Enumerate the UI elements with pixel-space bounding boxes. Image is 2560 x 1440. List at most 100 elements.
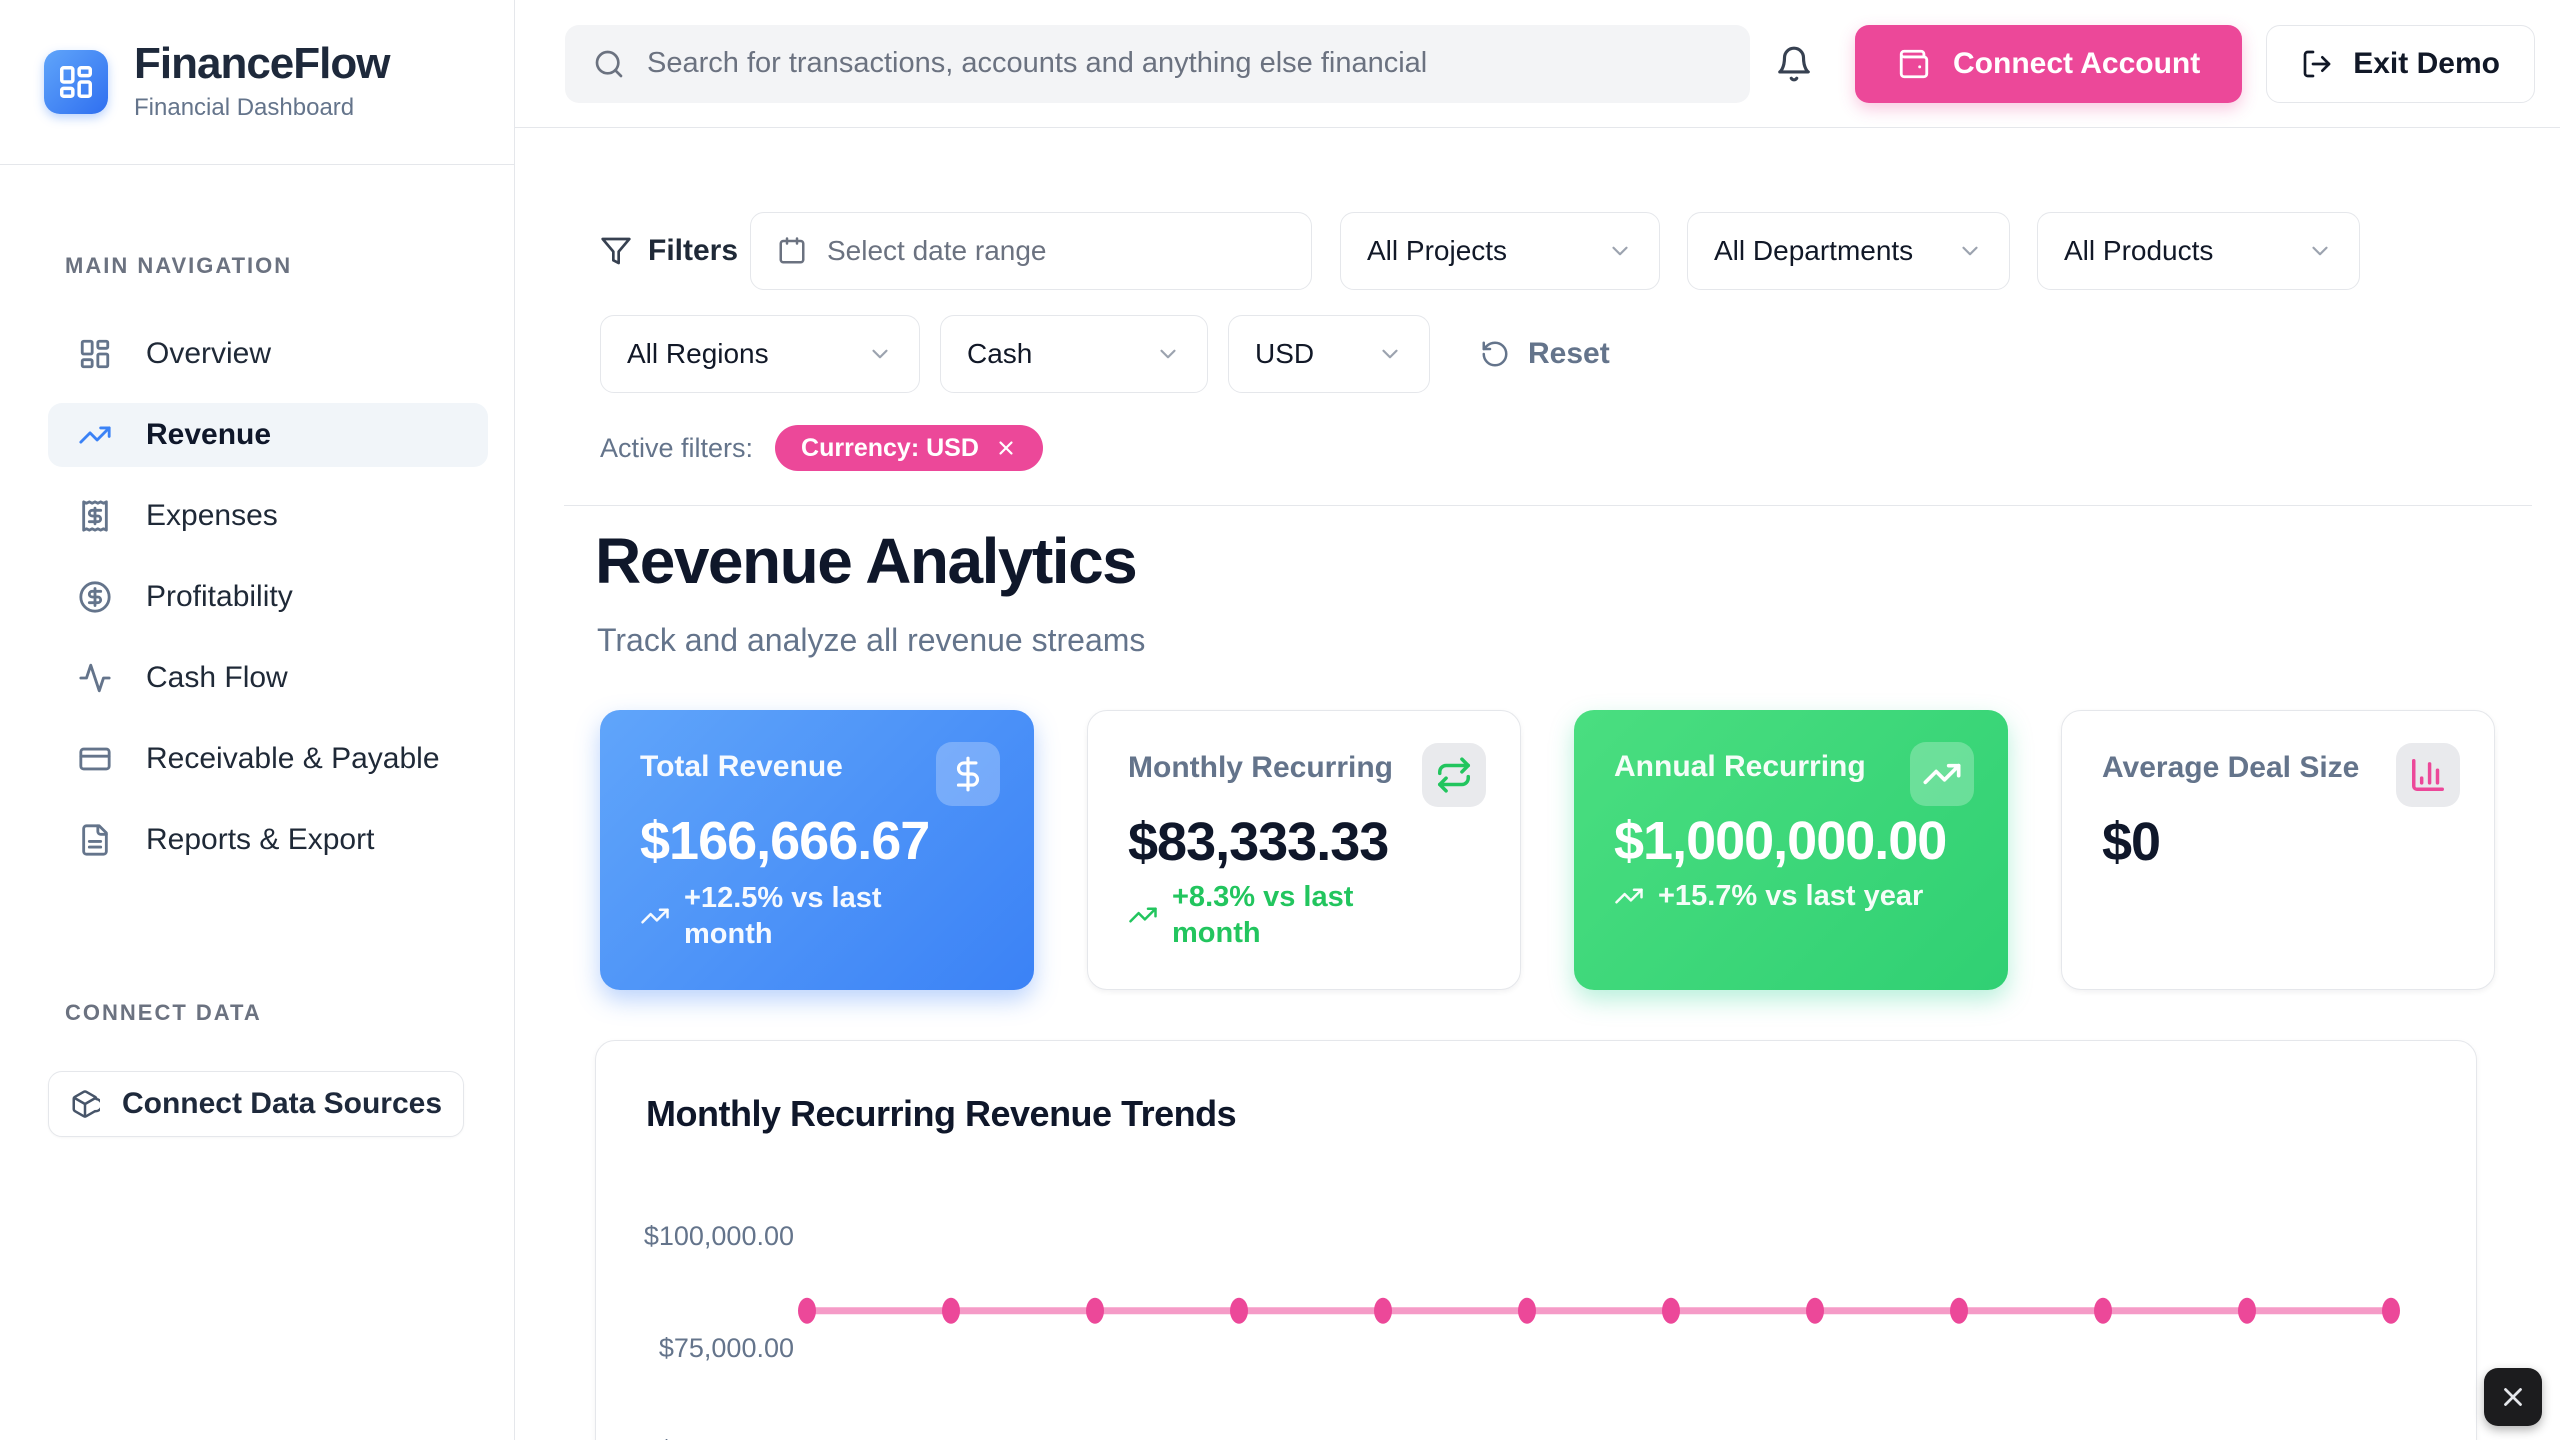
y-axis-tick-50k: $50,000.00	[632, 1435, 794, 1440]
chevron-down-icon	[2307, 238, 2333, 264]
sidebar-item-cash-flow[interactable]: Cash Flow	[48, 646, 488, 710]
page-subtitle: Track and analyze all revenue streams	[597, 622, 1146, 658]
app-logo	[44, 50, 108, 114]
kpi-card-row: Total Revenue $166,666.67 +12.5% vs last…	[600, 710, 2495, 990]
chevron-down-icon	[1377, 341, 1403, 367]
projects-select-value: All Projects	[1367, 235, 1508, 266]
kpi-change: +8.3% vs last month	[1128, 879, 1442, 952]
close-icon[interactable]	[995, 437, 1017, 459]
kpi-card-annual-recurring: Annual Recurring $1,000,000.00 +15.7% vs…	[1574, 710, 2008, 990]
active-filters-label: Active filters:	[600, 432, 754, 463]
kpi-card-average-deal-size: Average Deal Size $0	[2061, 710, 2495, 990]
trending-up-icon	[1614, 881, 1644, 911]
mrr-line-chart	[798, 1297, 2400, 1324]
kpi-value: $1,000,000.00	[1614, 811, 1947, 871]
global-search[interactable]	[565, 24, 1750, 103]
kpi-label: Total Revenue	[640, 750, 843, 783]
sidebar-item-label: Reports & Export	[146, 823, 375, 856]
mrr-trends-chart-card: Monthly Recurring Revenue Trends $100,00…	[595, 1040, 2477, 1440]
activity-icon	[78, 661, 112, 695]
connect-account-label: Connect Account	[1953, 46, 2201, 80]
overlay-close-button[interactable]	[2484, 1368, 2542, 1426]
filters-title: Filters	[600, 212, 738, 290]
chevron-down-icon	[1957, 238, 1983, 264]
kpi-label: Monthly Recurring	[1128, 751, 1394, 784]
exit-demo-button[interactable]: Exit Demo	[2266, 24, 2535, 103]
trending-up-icon	[78, 418, 112, 452]
date-range-field[interactable]	[750, 212, 1312, 290]
top-header: Connect Account Exit Demo	[515, 0, 2560, 128]
sidebar-item-label: Profitability	[146, 580, 293, 613]
kpi-label: Average Deal Size	[2102, 751, 2360, 784]
y-axis-tick-75k: $75,000.00	[658, 1333, 794, 1363]
departments-select-value: All Departments	[1714, 235, 1914, 266]
search-input[interactable]	[645, 46, 1722, 81]
connect-data-label: CONNECT DATA	[65, 1000, 262, 1025]
sidebar-item-label: Overview	[146, 337, 272, 370]
active-filters-row: Active filters: Currency: USD	[600, 425, 1043, 471]
sidebar-item-label: Expenses	[146, 499, 278, 532]
regions-select-value: All Regions	[627, 338, 769, 369]
kpi-label: Annual Recurring	[1614, 750, 1866, 783]
projects-select[interactable]: All Projects	[1340, 212, 1660, 290]
sidebar: FinanceFlow Financial Dashboard MAIN NAV…	[0, 0, 515, 1440]
repeat-icon	[1422, 743, 1486, 807]
reset-label: Reset	[1528, 337, 1610, 370]
section-divider	[564, 505, 2532, 506]
products-select-value: All Products	[2064, 235, 2214, 266]
trending-up-icon	[1910, 742, 1974, 806]
kpi-card-monthly-recurring: Monthly Recurring $83,333.33 +8.3% vs la…	[1087, 710, 1521, 990]
connect-data-sources-label: Connect Data Sources	[121, 1087, 443, 1120]
log-out-icon	[2301, 48, 2333, 80]
credit-card-icon	[78, 742, 112, 776]
active-filter-chip-currency[interactable]: Currency: USD	[775, 425, 1043, 471]
wallet-icon	[1897, 47, 1931, 81]
sidebar-item-expenses[interactable]: Expenses	[48, 484, 488, 548]
currency-select[interactable]: USD	[1228, 315, 1430, 393]
sidebar-item-label: Cash Flow	[146, 661, 288, 694]
reset-filters-button[interactable]: Reset	[1480, 315, 1610, 393]
chevron-down-icon	[867, 341, 893, 367]
sidebar-item-profitability[interactable]: Profitability	[48, 565, 488, 629]
regions-select[interactable]: All Regions	[600, 315, 920, 393]
date-range-input[interactable]	[825, 234, 1285, 268]
app-tagline: Financial Dashboard	[134, 94, 355, 121]
sidebar-item-label: Revenue	[146, 418, 272, 451]
close-icon	[2498, 1382, 2528, 1412]
connect-data-section: CONNECT DATA Connect Data Sources	[48, 1000, 464, 1137]
page-title: Revenue Analytics	[595, 525, 1138, 597]
package-icon	[70, 1089, 100, 1119]
filters-title-label: Filters	[648, 234, 739, 267]
payment-method-select-value: Cash	[967, 338, 1033, 369]
dashboard-grid-icon	[78, 337, 112, 371]
sidebar-item-revenue[interactable]: Revenue	[48, 403, 488, 467]
departments-select[interactable]: All Departments	[1687, 212, 2010, 290]
trending-up-icon	[640, 901, 670, 931]
kpi-change-text: +8.3% vs last month	[1172, 880, 1354, 949]
main-navigation: Overview Revenue Expenses Profitability …	[48, 322, 488, 872]
connect-data-sources-button[interactable]: Connect Data Sources	[48, 1071, 464, 1137]
kpi-change: +15.7% vs last year	[1614, 878, 1923, 914]
dashboard-grid-icon	[57, 63, 95, 101]
payment-method-select[interactable]: Cash	[940, 315, 1208, 393]
sidebar-item-reports-export[interactable]: Reports & Export	[48, 808, 488, 872]
kpi-change-text: +12.5% vs last month	[684, 881, 882, 950]
bar-chart-icon	[2396, 743, 2460, 807]
search-icon	[593, 48, 625, 80]
y-axis-tick-100k: $100,000.00	[643, 1221, 794, 1251]
currency-select-value: USD	[1255, 338, 1315, 369]
products-select[interactable]: All Products	[2037, 212, 2360, 290]
circle-dollar-icon	[78, 580, 112, 614]
sidebar-item-overview[interactable]: Overview	[48, 322, 488, 386]
kpi-card-total-revenue: Total Revenue $166,666.67 +12.5% vs last…	[600, 710, 1034, 990]
sidebar-item-receivable-payable[interactable]: Receivable & Payable	[48, 727, 488, 791]
kpi-value: $83,333.33	[1128, 812, 1389, 872]
notifications-bell-icon[interactable]	[1775, 45, 1813, 83]
chevron-down-icon	[1607, 238, 1633, 264]
main-content: Filters All Projects All Departments All…	[515, 128, 2560, 1440]
nav-section-label: MAIN NAVIGATION	[65, 253, 293, 278]
kpi-value: $0	[2102, 812, 2161, 872]
trending-up-icon	[1128, 900, 1158, 930]
connect-account-button[interactable]: Connect Account	[1855, 24, 2243, 103]
app-name: FinanceFlow	[134, 39, 390, 88]
